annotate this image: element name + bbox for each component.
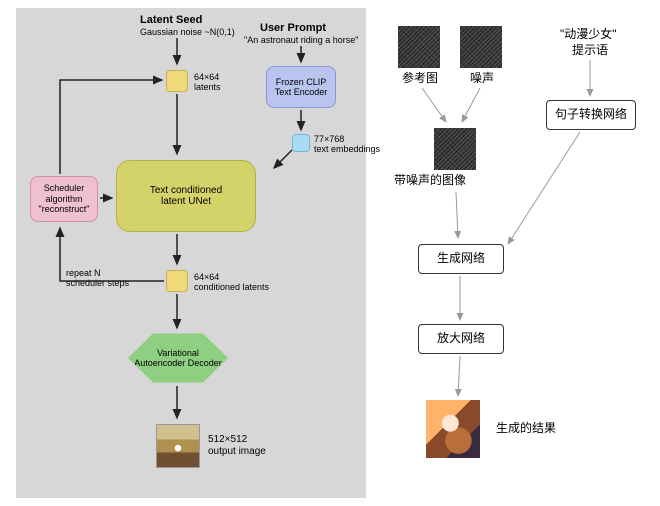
embeddings-box: [292, 134, 310, 152]
latent64-label: 64×64 latents: [194, 72, 221, 93]
clip-encoder: Frozen CLIP Text Encoder: [266, 66, 336, 108]
result-image: [426, 400, 480, 458]
scheduler: Scheduler algorithm "reconstruct": [30, 176, 98, 222]
noise-image: [460, 26, 502, 68]
gen-net: 生成网络: [418, 244, 504, 274]
latent-seed-sub: Gaussian noise ~N(0,1): [140, 27, 235, 37]
user-prompt-sub: "An astronaut riding a horse": [244, 35, 358, 45]
embeddings-label: 77×768 text embeddings: [314, 134, 380, 155]
prompt-label: 提示语: [572, 44, 608, 58]
cond-latents-label: 64×64 conditioned latents: [194, 272, 269, 293]
upscale-net: 放大网络: [418, 324, 504, 354]
latent64-box: [166, 70, 188, 92]
noisy-image: [434, 128, 476, 170]
repeat-label: repeat N scheduler steps: [66, 268, 129, 289]
cond-latents-box: [166, 270, 188, 292]
left-panel: Latent Seed Gaussian noise ~N(0,1) User …: [16, 8, 366, 498]
latent-seed-title: Latent Seed: [140, 14, 202, 27]
ref-image: [398, 26, 440, 68]
right-panel: 参考图 噪声 "动漫少女" 提示语 带噪声的图像 句子转换网络 生成网络 放大网…: [380, 8, 650, 498]
user-prompt-title: User Prompt: [260, 22, 326, 35]
ref-label: 参考图: [402, 72, 438, 86]
noisy-image-label: 带噪声的图像: [394, 174, 466, 188]
unet: Text conditioned latent UNet: [116, 160, 256, 232]
output-image: [156, 424, 200, 468]
prompt-text: "动漫少女": [560, 28, 617, 42]
output-label: 512×512 output image: [208, 434, 266, 457]
noise-label: 噪声: [470, 72, 494, 86]
vae-decoder: Variational Autoencoder Decoder: [128, 332, 228, 384]
sentence-net: 句子转换网络: [546, 100, 636, 130]
result-label: 生成的结果: [496, 422, 556, 436]
